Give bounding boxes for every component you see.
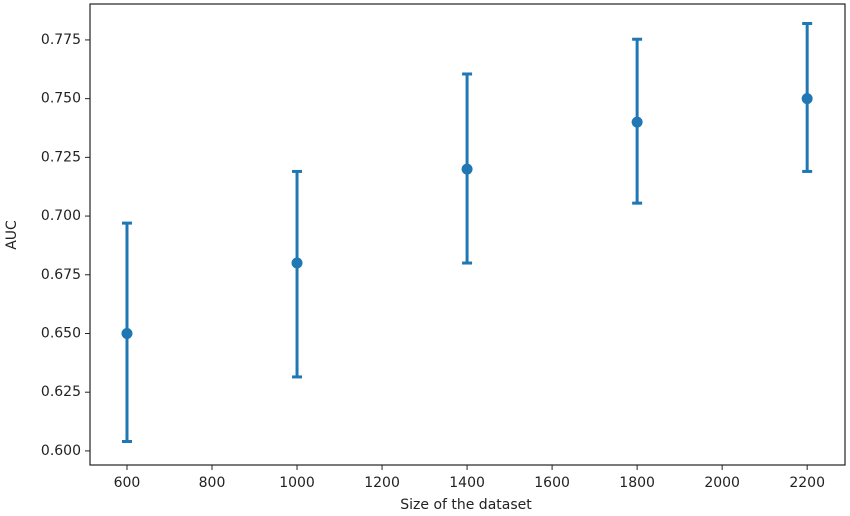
point: [461, 163, 473, 175]
x-tick-label: 1200: [364, 475, 400, 491]
point: [801, 93, 813, 105]
y-tick-label: 0.600: [41, 443, 81, 459]
y-tick-label: 0.775: [41, 32, 81, 48]
point: [631, 116, 643, 128]
x-tick-label: 2200: [789, 475, 825, 491]
y-tick-label: 0.750: [41, 91, 81, 107]
x-tick-label: 1800: [619, 475, 655, 491]
x-tick-label: 1600: [534, 475, 570, 491]
x-axis-label: Size of the dataset: [400, 497, 532, 513]
y-tick-label: 0.725: [41, 149, 81, 165]
point: [291, 257, 303, 269]
y-tick-label: 0.675: [41, 267, 81, 283]
y-axis-label: AUC: [4, 220, 20, 250]
x-tick-label: 600: [114, 475, 141, 491]
y-tick-label: 0.700: [41, 208, 81, 224]
x-tick-label: 1000: [279, 475, 315, 491]
x-tick-label: 2000: [704, 475, 740, 491]
y-tick-label: 0.650: [41, 325, 81, 341]
y-tick-label: 0.625: [41, 384, 81, 400]
x-tick-label: 1400: [449, 475, 485, 491]
point: [121, 327, 133, 339]
x-tick-label: 800: [199, 475, 226, 491]
